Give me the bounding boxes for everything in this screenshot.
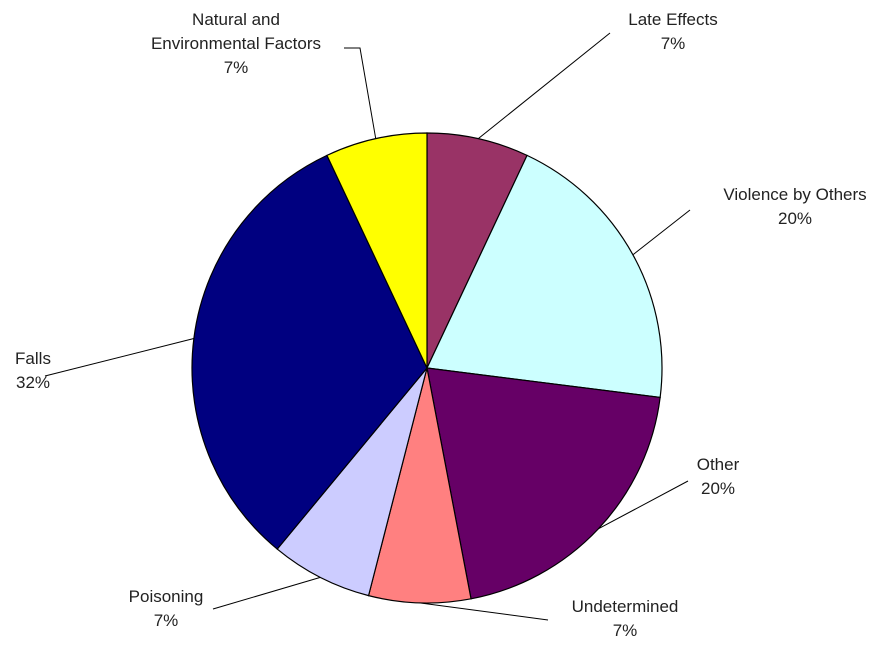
slice-name: Other — [696, 455, 740, 474]
slice-value: 20% — [700, 479, 736, 498]
pie-slice — [426, 154, 663, 399]
leader-line — [44, 338, 194, 377]
pie-slice — [326, 132, 428, 369]
leader-line — [477, 32, 611, 140]
leader-line — [632, 209, 691, 256]
slice-label: Natural and Environmental Factors 7% — [106, 8, 366, 80]
slice-label: Poisoning 7% — [36, 585, 296, 633]
slice-value: 7% — [660, 34, 686, 53]
slice-value: 32% — [15, 373, 51, 392]
leader-line — [598, 480, 689, 530]
slice-label: Late Effects 7% — [543, 8, 803, 56]
slice-label: Other 20% — [588, 453, 848, 501]
pie-slice — [276, 367, 428, 597]
pie-slice — [191, 154, 428, 550]
slice-value: 20% — [777, 209, 813, 228]
leader-line — [344, 47, 377, 139]
slice-value: 7% — [223, 58, 249, 77]
slice-name: Natural and Environmental Factors — [150, 10, 322, 53]
slice-value: 7% — [153, 611, 179, 630]
pie-slice — [367, 367, 472, 604]
slice-label: Falls 32% — [0, 347, 163, 395]
pie-slice — [426, 132, 528, 369]
slice-name: Undetermined — [571, 597, 679, 616]
leader-line — [419, 602, 549, 621]
slice-name: Falls — [15, 349, 51, 368]
slice-name: Late Effects — [628, 10, 718, 29]
slice-label: Undetermined 7% — [495, 595, 755, 643]
slice-value: 7% — [612, 621, 638, 640]
leader-line — [212, 576, 321, 610]
slice-name: Poisoning — [128, 587, 204, 606]
slice-label: Violence by Others 20% — [665, 183, 891, 231]
slice-name: Violence by Others — [723, 185, 867, 204]
